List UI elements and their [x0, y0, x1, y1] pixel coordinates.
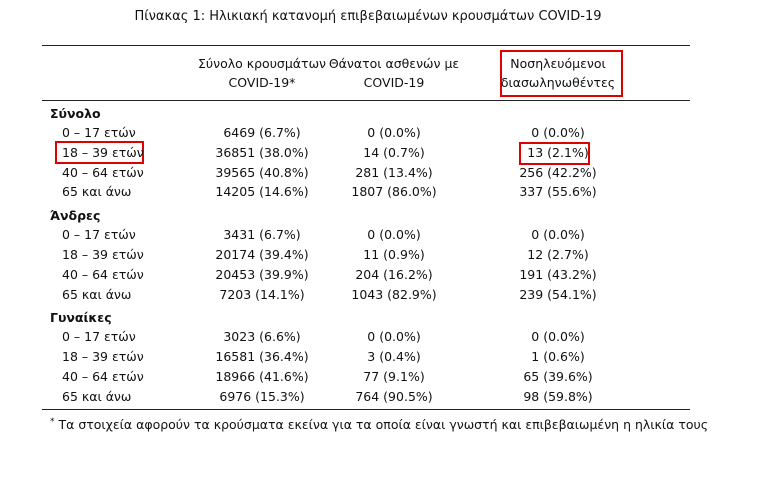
- bottom-rule: [42, 409, 690, 410]
- footnote-mark: *: [50, 417, 55, 427]
- cell: 16581 (36.4%): [215, 349, 309, 365]
- cell: 0 (0.0%): [367, 227, 421, 243]
- cell: 98 (59.8%): [523, 388, 593, 404]
- cell: 14 (0.7%): [363, 144, 425, 160]
- cell: 3 (0.4%): [367, 349, 421, 365]
- row-label: 40 – 64 ετών: [62, 164, 144, 180]
- highlight-box: [55, 141, 144, 164]
- cell: 1807 (86.0%): [351, 184, 437, 200]
- cell: 204 (16.2%): [355, 266, 433, 282]
- section-title: Σύνολο: [50, 106, 101, 121]
- column-header: Νοσηλευόμενοι: [510, 56, 606, 71]
- highlight-box: [519, 142, 590, 165]
- cell: 0 (0.0%): [531, 329, 585, 345]
- row-label: 40 – 64 ετών: [62, 369, 144, 384]
- cell: 39565 (40.8%): [215, 164, 309, 180]
- row-label: 0 – 17 ετών: [62, 125, 136, 140]
- row-label: 40 – 64 ετών: [62, 266, 144, 282]
- row-label: 0 – 17 ετών: [62, 329, 136, 345]
- cell: 0 (0.0%): [367, 125, 421, 140]
- row-label: 18 – 39 ετών: [62, 144, 144, 160]
- cell: 1043 (82.9%): [351, 286, 437, 302]
- row-label: 65 και άνω: [62, 286, 132, 302]
- cell: 6976 (15.3%): [219, 388, 305, 404]
- section-title: Γυναίκες: [50, 310, 112, 326]
- cell: 239 (54.1%): [519, 286, 597, 302]
- footnote-text: Τα στοιχεία αφορούν τα κρούσματα εκείνα …: [58, 417, 709, 433]
- row-label: 0 – 17 ετών: [62, 227, 136, 243]
- row-label: 18 – 39 ετών: [62, 349, 144, 365]
- footnote: * Τα στοιχεία αφορούν τα κρούσματα εκείν…: [50, 414, 708, 433]
- cell: 12 (2.7%): [527, 247, 589, 262]
- row-label: 65 και άνω: [62, 388, 132, 404]
- row-label: 65 και άνω: [62, 184, 132, 200]
- row-label: 18 – 39 ετών: [62, 247, 144, 262]
- cell: 20174 (39.4%): [215, 247, 309, 262]
- table-title: Πίνακας 1: Ηλικιακή κατανομή επιβεβαιωμέ…: [134, 9, 602, 24]
- column-header: Θάνατοι ασθενών με: [328, 56, 460, 71]
- cell: 191 (43.2%): [519, 266, 597, 282]
- cell: 1 (0.6%): [531, 349, 585, 365]
- cell: 11 (0.9%): [363, 247, 425, 262]
- cell: 20453 (39.9%): [215, 266, 309, 282]
- cell: 3431 (6.7%): [223, 227, 301, 243]
- cell: 18966 (41.6%): [215, 369, 309, 384]
- cell: 6469 (6.7%): [223, 125, 301, 140]
- cell: 0 (0.0%): [531, 125, 585, 140]
- cell: 77 (9.1%): [363, 369, 425, 384]
- cell: 256 (42.2%): [519, 164, 597, 180]
- cell: 14205 (14.6%): [215, 184, 309, 200]
- top-rule: [42, 45, 690, 46]
- cell: 36851 (38.0%): [215, 144, 309, 160]
- section-title: Άνδρες: [50, 208, 101, 224]
- cell: 7203 (14.1%): [219, 286, 305, 302]
- cell: 65 (39.6%): [523, 369, 593, 384]
- cell: 0 (0.0%): [367, 329, 421, 345]
- column-header: Σύνολο κρουσμάτων: [197, 56, 327, 71]
- cell: 0 (0.0%): [531, 227, 585, 243]
- column-header: COVID-19*: [228, 75, 296, 90]
- header-rule: [42, 100, 690, 101]
- cell: 3023 (6.6%): [223, 329, 301, 345]
- cell: 337 (55.6%): [519, 184, 597, 200]
- column-header: COVID-19: [363, 75, 425, 90]
- cell: 764 (90.5%): [355, 388, 433, 404]
- cell: 13 (2.1%): [527, 144, 589, 160]
- column-header: διασωληνωθέντες: [500, 75, 616, 90]
- cell: 281 (13.4%): [355, 164, 433, 180]
- highlight-box: [500, 50, 623, 97]
